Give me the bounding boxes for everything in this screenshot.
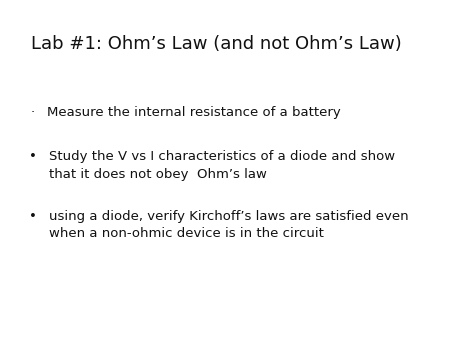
Text: Study the V vs I characteristics of a diode and show
that it does not obey  Ohm’: Study the V vs I characteristics of a di… (49, 150, 395, 181)
Text: •: • (29, 210, 37, 222)
Text: Measure the internal resistance of a battery: Measure the internal resistance of a bat… (47, 106, 341, 119)
Text: Lab #1: Ohm’s Law (and not Ohm’s Law): Lab #1: Ohm’s Law (and not Ohm’s Law) (31, 35, 401, 53)
Text: using a diode, verify Kirchoff’s laws are satisfied even
when a non-ohmic device: using a diode, verify Kirchoff’s laws ar… (49, 210, 408, 240)
Text: •: • (29, 150, 37, 163)
Text: ·: · (31, 106, 35, 119)
